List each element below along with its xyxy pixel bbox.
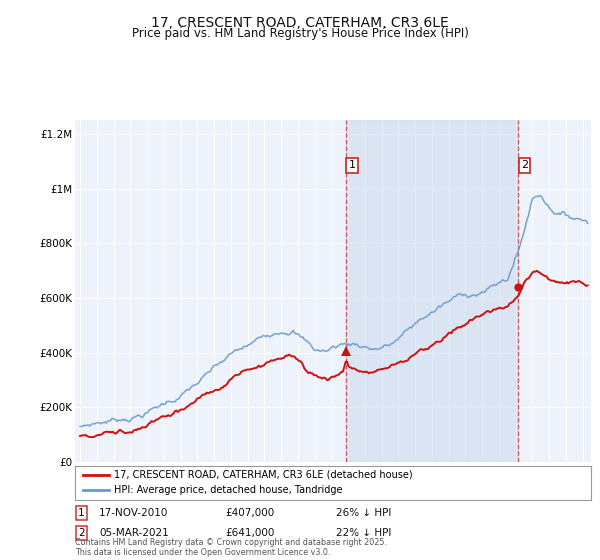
Bar bbox=[346, 120, 518, 462]
Text: 1: 1 bbox=[78, 508, 85, 518]
Text: 22% ↓ HPI: 22% ↓ HPI bbox=[336, 528, 391, 538]
Text: 26% ↓ HPI: 26% ↓ HPI bbox=[336, 508, 391, 518]
Text: Contains HM Land Registry data © Crown copyright and database right 2025.
This d: Contains HM Land Registry data © Crown c… bbox=[75, 538, 387, 557]
Text: £641,000: £641,000 bbox=[225, 528, 274, 538]
Text: £407,000: £407,000 bbox=[225, 508, 274, 518]
Text: 17, CRESCENT ROAD, CATERHAM, CR3 6LE: 17, CRESCENT ROAD, CATERHAM, CR3 6LE bbox=[151, 16, 449, 30]
Text: 2: 2 bbox=[521, 161, 528, 170]
Text: 17-NOV-2010: 17-NOV-2010 bbox=[99, 508, 169, 518]
Text: 2: 2 bbox=[78, 528, 85, 538]
Text: Price paid vs. HM Land Registry's House Price Index (HPI): Price paid vs. HM Land Registry's House … bbox=[131, 27, 469, 40]
Text: 05-MAR-2021: 05-MAR-2021 bbox=[99, 528, 169, 538]
Text: HPI: Average price, detached house, Tandridge: HPI: Average price, detached house, Tand… bbox=[114, 486, 342, 496]
Text: 17, CRESCENT ROAD, CATERHAM, CR3 6LE (detached house): 17, CRESCENT ROAD, CATERHAM, CR3 6LE (de… bbox=[114, 470, 412, 480]
Text: 1: 1 bbox=[349, 161, 356, 170]
